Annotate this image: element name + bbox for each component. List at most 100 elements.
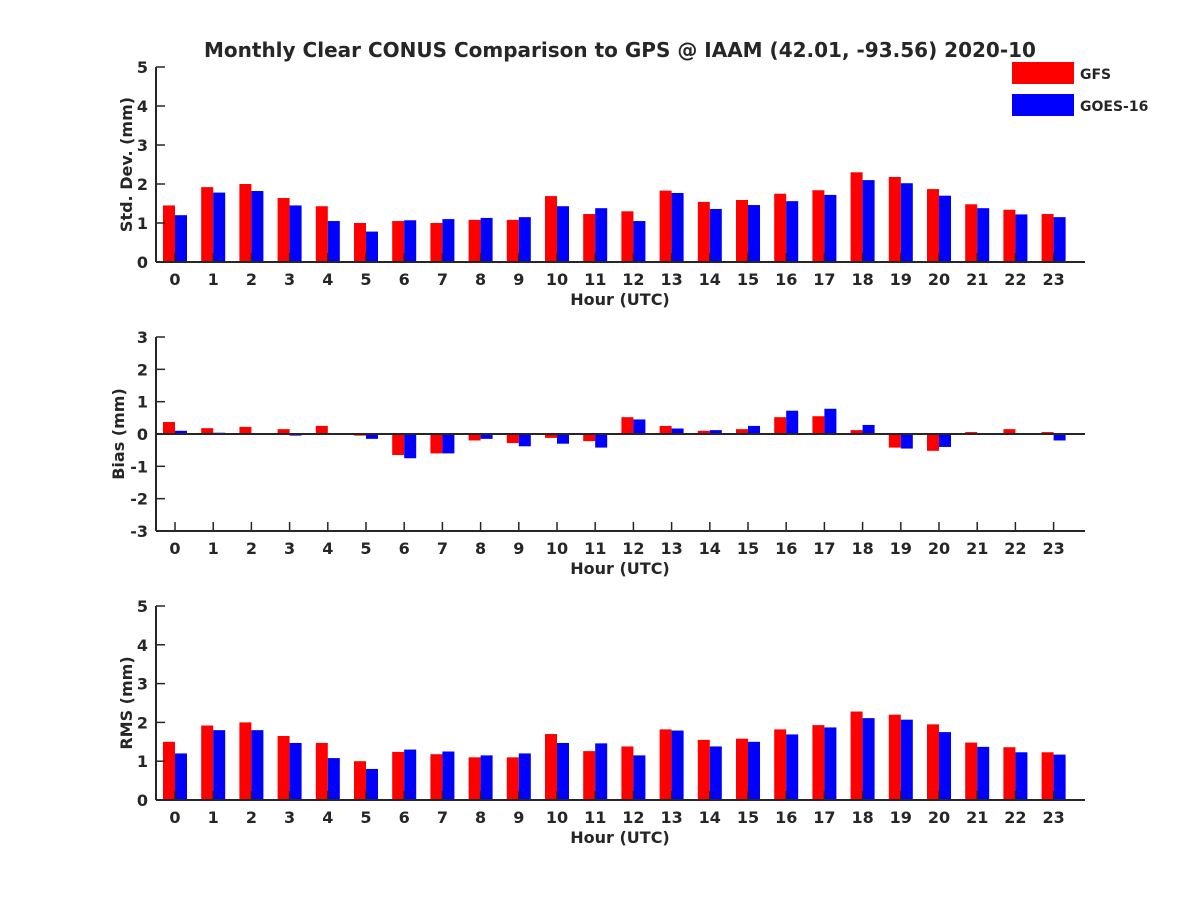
- y-tick-label: 5: [137, 58, 148, 77]
- bar-goes16-h16: [786, 734, 799, 800]
- x-tick-label: 16: [775, 808, 797, 827]
- bar-gfs-h2: [239, 426, 252, 434]
- x-tick-label: 23: [1042, 270, 1064, 289]
- x-tick-label: 21: [966, 539, 988, 558]
- y-tick-label: 1: [137, 752, 148, 771]
- bar-goes16-h17: [824, 727, 837, 800]
- y-tick-label: -1: [130, 457, 148, 476]
- bar-goes16-h23: [1053, 754, 1066, 800]
- bar-gfs-h8: [468, 219, 481, 262]
- bar-goes16-h9: [518, 753, 531, 800]
- x-tick-label: 23: [1042, 808, 1064, 827]
- bar-goes16-h22: [1015, 214, 1028, 262]
- x-tick-label: 17: [813, 539, 835, 558]
- x-axis-label: Hour (UTC): [570, 559, 670, 578]
- bar-goes16-h7: [442, 219, 455, 262]
- bar-gfs-h18: [850, 711, 863, 800]
- x-tick-label: 22: [1004, 270, 1026, 289]
- bar-gfs-h13: [659, 425, 672, 434]
- bar-gfs-h7: [430, 754, 443, 800]
- bar-goes16-h20: [939, 434, 951, 447]
- x-tick-label: 15: [737, 539, 759, 558]
- bar-gfs-h14: [697, 430, 710, 434]
- x-tick-label: 2: [246, 808, 257, 827]
- legend-label-goes16: GOES-16: [1080, 99, 1148, 115]
- bar-gfs-h2: [239, 722, 252, 800]
- bar-gfs-h20: [927, 189, 939, 262]
- x-tick-label: 22: [1004, 539, 1026, 558]
- bar-gfs-h15: [736, 738, 748, 800]
- y-tick-label: 2: [137, 360, 148, 379]
- bar-gfs-h6: [392, 221, 405, 262]
- x-tick-label: 7: [437, 270, 448, 289]
- x-tick-label: 4: [322, 808, 333, 827]
- bar-goes16-h17: [824, 194, 837, 262]
- x-tick-label: 6: [399, 808, 410, 827]
- bar-gfs-h1: [201, 725, 214, 800]
- bar-goes16-h20: [939, 732, 951, 800]
- bar-goes16-h9: [518, 434, 531, 447]
- bar-gfs-h6: [392, 434, 405, 456]
- bar-goes16-h12: [633, 221, 646, 262]
- x-tick-label: 22: [1004, 808, 1026, 827]
- bar-goes16-h3: [289, 205, 302, 262]
- y-tick-label: -2: [130, 490, 148, 509]
- x-tick-label: 10: [546, 270, 568, 289]
- bar-gfs-h7: [430, 434, 443, 454]
- bar-goes16-h8: [480, 755, 493, 800]
- bar-goes16-h21: [977, 208, 990, 262]
- bar-goes16-h15: [748, 425, 760, 434]
- bar-gfs-h14: [697, 201, 710, 262]
- bar-goes16-h15: [748, 741, 760, 800]
- bar-goes16-h4: [327, 221, 340, 262]
- bar-goes16-h11: [595, 743, 608, 800]
- bar-gfs-h9: [506, 219, 519, 262]
- bar-goes16-h6: [404, 220, 417, 262]
- bar-gfs-h10: [545, 734, 557, 800]
- x-tick-label: 2: [246, 270, 257, 289]
- x-tick-label: 3: [284, 808, 295, 827]
- x-axis-label: Hour (UTC): [570, 290, 670, 309]
- bar-goes16-h5: [366, 231, 378, 262]
- x-tick-label: 18: [851, 270, 873, 289]
- bar-goes16-h14: [709, 430, 722, 434]
- x-tick-label: 4: [322, 270, 333, 289]
- y-tick-label: 4: [137, 636, 148, 655]
- y-axis-label: Std. Dev. (mm): [117, 97, 136, 232]
- bar-goes16-h18: [862, 718, 875, 800]
- x-tick-label: 14: [699, 539, 721, 558]
- x-tick-label: 15: [737, 270, 759, 289]
- bar-gfs-h5: [354, 761, 366, 800]
- bar-goes16-h3: [289, 742, 302, 800]
- y-tick-label: 0: [137, 791, 148, 810]
- bar-gfs-h2: [239, 184, 252, 262]
- bar-gfs-h3: [277, 429, 290, 434]
- x-tick-label: 9: [513, 539, 524, 558]
- bar-gfs-h10: [545, 434, 557, 438]
- bar-goes16-h12: [633, 419, 646, 434]
- bar-goes16-h21: [977, 746, 990, 800]
- x-tick-label: 1: [208, 270, 219, 289]
- bar-goes16-h22: [1015, 752, 1028, 800]
- y-tick-label: 1: [137, 214, 148, 233]
- bar-gfs-h7: [430, 223, 443, 262]
- x-tick-label: 8: [475, 539, 486, 558]
- bar-goes16-h23: [1053, 434, 1066, 441]
- bar-gfs-h14: [697, 739, 710, 800]
- bar-goes16-h6: [404, 749, 417, 800]
- bar-gfs-h4: [315, 425, 328, 434]
- bar-goes16-h0: [175, 430, 187, 434]
- bar-gfs-h4: [315, 206, 328, 262]
- bar-goes16-h23: [1053, 217, 1066, 262]
- bar-gfs-h21: [965, 204, 978, 262]
- x-tick-label: 19: [890, 270, 912, 289]
- legend: GFS GOES-16: [1012, 62, 1148, 116]
- x-tick-label: 16: [775, 539, 797, 558]
- bar-gfs-h13: [659, 190, 672, 262]
- x-tick-label: 23: [1042, 539, 1064, 558]
- bar-goes16-h7: [442, 751, 455, 800]
